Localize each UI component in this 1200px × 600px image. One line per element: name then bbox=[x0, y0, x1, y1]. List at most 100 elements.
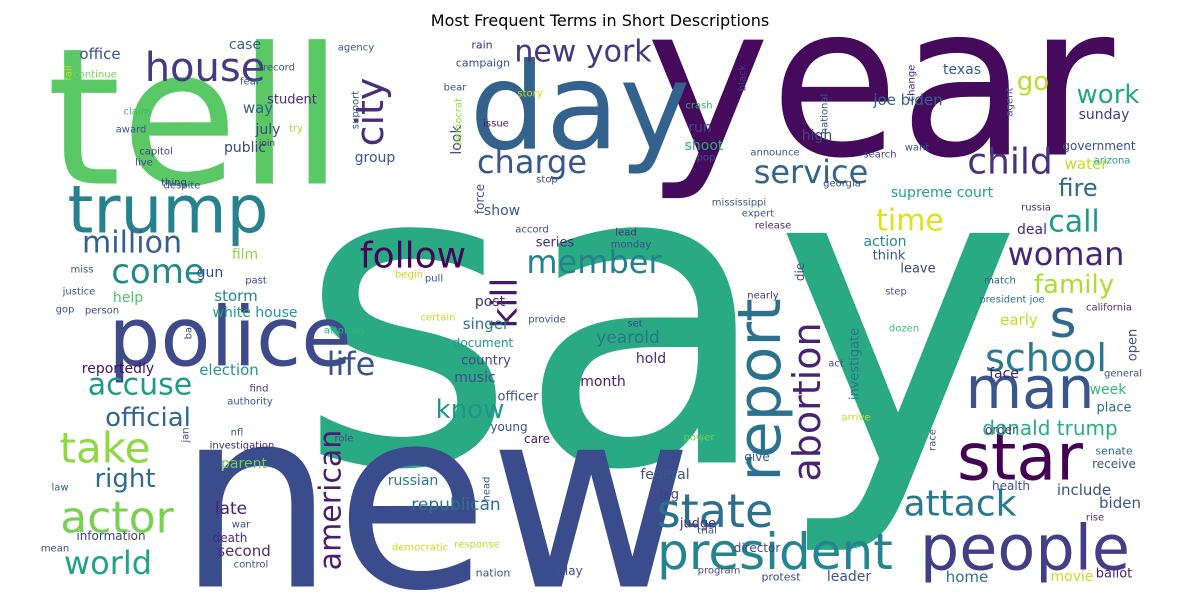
word-try: try bbox=[289, 124, 303, 135]
word-open: open bbox=[1126, 329, 1141, 361]
word-document: document bbox=[453, 336, 514, 350]
word-child: child bbox=[967, 142, 1052, 183]
word-new-york: new york bbox=[514, 35, 652, 70]
word-series: series bbox=[536, 236, 575, 251]
word-case: case bbox=[229, 37, 261, 53]
word-texas: texas bbox=[943, 62, 981, 78]
word-life: life bbox=[327, 345, 376, 383]
word-bear: bear bbox=[444, 83, 468, 94]
word-race: race bbox=[928, 429, 939, 451]
word-day: day bbox=[470, 39, 691, 178]
word-issue: issue bbox=[483, 119, 509, 130]
word-arrive: arrive bbox=[841, 413, 870, 424]
word-act: act bbox=[828, 359, 844, 370]
word-democrat: democrat bbox=[454, 98, 465, 146]
word-past: past bbox=[245, 276, 267, 287]
word-attorney: attorney bbox=[324, 326, 367, 337]
word-care: care bbox=[524, 432, 550, 446]
word-investigation: investigation bbox=[210, 441, 275, 452]
word-right: right bbox=[94, 464, 155, 494]
word-white-house: white house bbox=[213, 305, 298, 321]
word-water: water bbox=[1065, 155, 1109, 173]
word-s: s bbox=[1049, 290, 1076, 350]
word-people: people bbox=[920, 512, 1130, 585]
word-story: story bbox=[517, 89, 542, 100]
word-storm: storm bbox=[214, 287, 257, 305]
word-step: step bbox=[885, 287, 907, 298]
word-deal: deal bbox=[1017, 222, 1047, 238]
word-tell: tell bbox=[47, 8, 344, 229]
word-week: week bbox=[1090, 382, 1128, 398]
word-student: student bbox=[267, 93, 317, 108]
word-july: july bbox=[255, 122, 281, 138]
word-find: find bbox=[250, 384, 269, 395]
word-post: post bbox=[475, 294, 506, 310]
word-arizona: arizona bbox=[1094, 156, 1131, 167]
word-american: american bbox=[314, 430, 349, 571]
word-office: office bbox=[79, 45, 120, 63]
word-work: work bbox=[1077, 80, 1140, 110]
word-accord: accord bbox=[515, 225, 549, 236]
word-ballot: ballot bbox=[1096, 567, 1133, 582]
word-change: change bbox=[907, 65, 918, 102]
word-general: general bbox=[1104, 369, 1142, 380]
word-family: family bbox=[1034, 270, 1114, 300]
word-pop: pop bbox=[697, 153, 716, 164]
word-parent: parent bbox=[221, 456, 267, 472]
word-role: role bbox=[335, 434, 354, 445]
word-face: face bbox=[989, 366, 1019, 382]
word-charge: charge bbox=[477, 143, 587, 181]
word-fire: fire bbox=[1058, 174, 1097, 202]
word-ban: ban bbox=[184, 321, 195, 340]
word-jan: jan bbox=[181, 427, 192, 443]
word-look: look bbox=[449, 125, 465, 155]
word-yearold: yearold bbox=[596, 328, 659, 348]
word-provide: provide bbox=[528, 315, 566, 326]
word-leader: leader bbox=[827, 569, 872, 585]
chart-title: Most Frequent Terms in Short Description… bbox=[430, 11, 770, 30]
word-russian: russian bbox=[388, 473, 439, 489]
word-officer: officer bbox=[497, 390, 539, 405]
word-late: late bbox=[215, 499, 247, 519]
word-lead: lead bbox=[615, 228, 636, 239]
word-live: live bbox=[135, 158, 153, 169]
word-president-joe: president joe bbox=[979, 295, 1044, 306]
word-run: run bbox=[688, 120, 712, 136]
word-order: order bbox=[985, 423, 1017, 437]
word-star: star bbox=[957, 421, 1083, 496]
word-mississippi: mississippi bbox=[712, 198, 766, 209]
word-war: war bbox=[232, 520, 251, 531]
word-take: take bbox=[60, 424, 151, 473]
word-public: public bbox=[224, 140, 266, 156]
word-join: join bbox=[258, 139, 275, 149]
word-help: help bbox=[113, 290, 143, 306]
word-world: world bbox=[64, 544, 152, 582]
word-democratic: democratic bbox=[392, 543, 448, 554]
word-young: young bbox=[490, 420, 527, 434]
word-early: early bbox=[1000, 311, 1038, 329]
word-protest: protest bbox=[761, 571, 801, 584]
word-trial: trial bbox=[697, 526, 717, 537]
word-accuse: accuse bbox=[88, 368, 192, 403]
word-senate: senate bbox=[1095, 445, 1133, 458]
word-attack: attack bbox=[904, 484, 1017, 525]
word-police: police bbox=[108, 291, 351, 386]
word-music: music bbox=[454, 370, 495, 386]
word-follow: follow bbox=[360, 236, 466, 277]
word-set: set bbox=[627, 319, 642, 330]
word-republican: republican bbox=[411, 495, 500, 515]
word-claim: claim bbox=[124, 107, 151, 118]
word-trump: trump bbox=[67, 172, 268, 249]
word-california: california bbox=[1086, 303, 1132, 314]
word-pull: pull bbox=[425, 274, 443, 285]
word-health: health bbox=[992, 479, 1030, 493]
word-judge: judge bbox=[679, 517, 716, 532]
word-monday: monday bbox=[611, 240, 652, 251]
word-program: program bbox=[698, 566, 741, 577]
word-call: call bbox=[1048, 205, 1100, 240]
word-election: election bbox=[199, 361, 259, 379]
word-come: come bbox=[111, 252, 205, 292]
word-big: big bbox=[659, 488, 679, 503]
word-think: think bbox=[873, 249, 906, 264]
